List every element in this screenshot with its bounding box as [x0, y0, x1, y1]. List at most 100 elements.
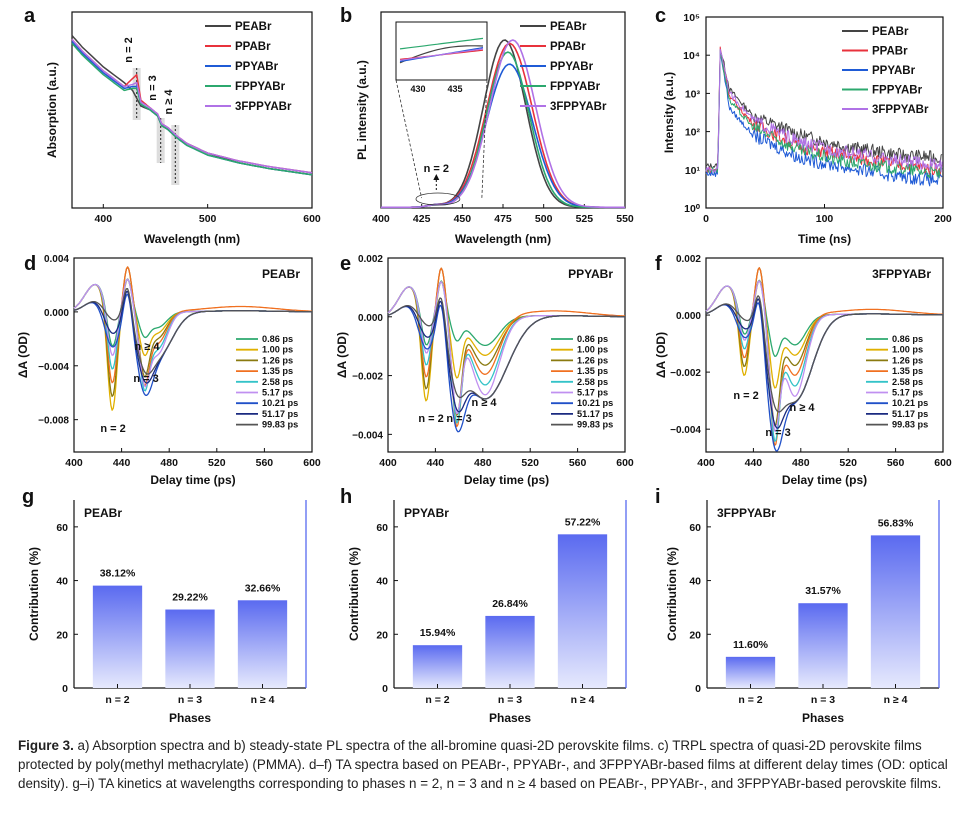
- y-tick-label: 10⁰: [684, 203, 701, 215]
- legend-label: 10.21 ps: [892, 398, 928, 408]
- bar-value-label: 38.12%: [100, 568, 136, 580]
- legend-label: 0.86 ps: [577, 334, 608, 344]
- plot-frame: [705, 257, 944, 453]
- x-tick-label: 0: [703, 213, 709, 225]
- y-tick-label: 20: [689, 629, 701, 641]
- legend-label: 1.35 ps: [262, 366, 293, 376]
- bar-value-label: 31.57%: [805, 585, 841, 597]
- legend-label: 0.86 ps: [262, 334, 293, 344]
- panel-letter: c: [655, 5, 666, 27]
- panel-f: 400 440 480 520 560 600 0.002 0.000 −0.002 −0.004…: [654, 253, 952, 487]
- panel-letter: d: [24, 253, 36, 275]
- bar-value-label: 11.60%: [733, 639, 769, 651]
- annotation: n = 2: [424, 163, 449, 175]
- panel-letter: g: [22, 486, 34, 508]
- x-tick-label: 400: [95, 213, 113, 225]
- legend-label: 99.83 ps: [892, 420, 928, 430]
- annotation: n ≥ 4: [472, 397, 498, 409]
- inset-tick-label: 435: [447, 84, 462, 94]
- n2-arrow-head: [433, 174, 440, 180]
- y-tick-label: 0.004: [44, 254, 69, 265]
- x-tick-label: 520: [521, 457, 539, 469]
- annotation: n = 2: [100, 423, 125, 435]
- ta-spectrum-line: [705, 267, 944, 446]
- legend-label: 1.00 ps: [892, 345, 923, 355]
- x-axis-title: Delay time (ps): [150, 473, 235, 487]
- y-axis-title: Contribution (%): [347, 547, 361, 641]
- y-tick-label: −0.002: [670, 368, 701, 379]
- panel-letter: a: [24, 5, 36, 27]
- legend-label: 3FPPYABr: [235, 101, 292, 113]
- x-tick-label: 600: [934, 457, 952, 469]
- y-tick-label: −0.004: [670, 425, 701, 436]
- y-axis-title: Absorption (a.u.): [45, 62, 59, 158]
- x-axis-title: Phases: [169, 711, 211, 725]
- legend-label: 5.17 ps: [577, 388, 608, 398]
- bar: [870, 535, 921, 688]
- absorption-line: [71, 42, 313, 176]
- bar-value-label: 56.83%: [878, 517, 914, 529]
- bar: [725, 656, 776, 688]
- y-tick-label: 40: [376, 576, 388, 588]
- legend-label: 1.00 ps: [262, 345, 293, 355]
- y-tick-label: 10²: [685, 127, 701, 139]
- bar: [412, 645, 463, 688]
- caption-label: Figure 3.: [18, 738, 74, 753]
- y-tick-label: 0.000: [44, 308, 69, 319]
- legend-label: 5.17 ps: [892, 388, 923, 398]
- trpl-line: [705, 49, 943, 179]
- x-axis-title: Time (ns): [798, 232, 851, 246]
- x-tick-label: 480: [160, 457, 178, 469]
- legend-label: 10.21 ps: [577, 398, 613, 408]
- legend-label: 3FPPYABr: [550, 101, 607, 113]
- y-tick-label: 60: [689, 522, 701, 534]
- x-tick-label: 600: [303, 213, 321, 225]
- annotation: n = 2: [123, 37, 135, 62]
- x-tick-label: 480: [792, 457, 810, 469]
- x-tick-label: 440: [113, 457, 131, 469]
- y-tick-label: −0.004: [38, 362, 69, 373]
- x-tick-label: n = 2: [738, 694, 762, 706]
- x-axis-title: Wavelength (nm): [455, 232, 551, 246]
- y-axis-title: PL intensity (a.u.): [355, 60, 369, 160]
- panel-e: 400 440 480 520 560 600 0.002 0.000 −0.002 −0.004…: [335, 253, 634, 487]
- x-tick-label: 525: [576, 213, 594, 225]
- legend-label: FPPYABr: [872, 85, 923, 97]
- legend-label: PPYABr: [550, 61, 594, 73]
- x-tick-label: 520: [839, 457, 857, 469]
- annotation: n = 3: [133, 373, 158, 385]
- pl-line: [381, 39, 625, 209]
- x-tick-label: 440: [427, 457, 445, 469]
- panel-letter: i: [655, 486, 661, 508]
- annotation: n ≥ 4: [135, 341, 161, 353]
- x-tick-label: n = 2: [105, 694, 129, 706]
- x-tick-label: 560: [569, 457, 587, 469]
- panel-title: 3FPPYABr: [717, 506, 776, 520]
- panel-c: 0 100 200 10⁰ 10¹ 10² 10³ 10⁴ 10⁵ PEABr PPABr PPYAB…: [655, 5, 952, 246]
- legend-label: PEABr: [235, 21, 272, 33]
- x-tick-label: 400: [697, 457, 715, 469]
- legend-label: 99.83 ps: [577, 420, 613, 430]
- bar: [237, 600, 288, 688]
- legend-label: PPABr: [235, 41, 271, 53]
- x-tick-label: 100: [816, 213, 834, 225]
- ta-spectrum-line: [387, 267, 626, 428]
- panel-title: PPYABr: [568, 267, 613, 281]
- panel-b: 400 425 450 475 500 525 550 430 435 n = 2 PEABr PPA…: [340, 5, 634, 246]
- legend-label: 1.00 ps: [577, 345, 608, 355]
- caption-text: a) Absorption spectra and b) steady-stat…: [18, 738, 948, 791]
- trpl-line: [705, 49, 943, 169]
- x-tick-label: 600: [616, 457, 634, 469]
- x-tick-label: n = 2: [425, 694, 449, 706]
- absorption-line: [71, 38, 313, 174]
- y-axis-title: ΔA (OD): [335, 332, 349, 378]
- x-tick-label: n = 3: [811, 694, 835, 706]
- annotation: n = 2: [733, 390, 758, 402]
- panel-letter: h: [340, 486, 352, 508]
- panel-letter: e: [340, 253, 351, 275]
- annotation: n = 2: [418, 413, 443, 425]
- inset-connector: [395, 79, 423, 199]
- y-tick-label: 0.000: [676, 311, 701, 322]
- x-tick-label: 500: [199, 213, 217, 225]
- y-axis-title: ΔA (OD): [654, 332, 668, 378]
